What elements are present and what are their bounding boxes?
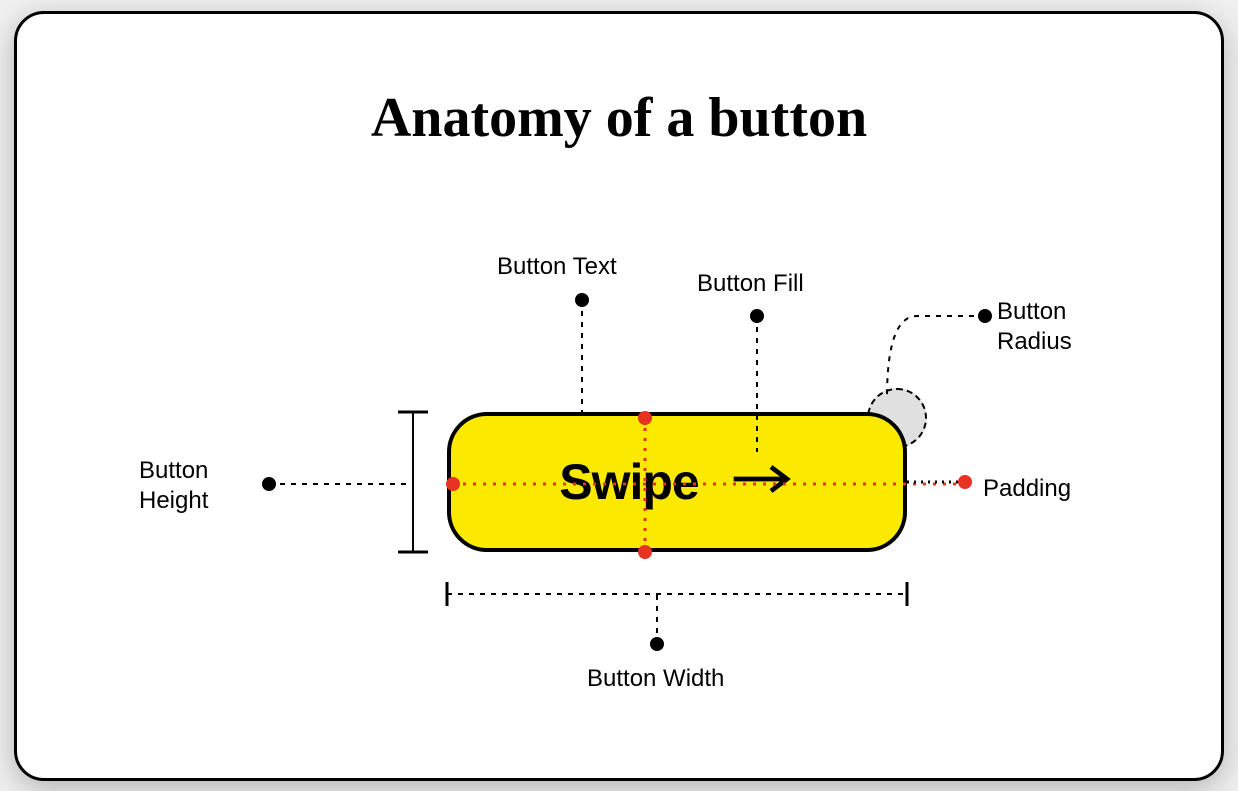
- label-button-height: ButtonHeight: [139, 456, 208, 516]
- label-button-fill: Button Fill: [697, 269, 804, 299]
- diagram-title: Anatomy of a button: [17, 86, 1221, 150]
- label-button-text: Button Text: [497, 252, 617, 282]
- example-button-label: Swipe: [559, 453, 698, 511]
- label-button-width: Button Width: [587, 664, 724, 694]
- label-button-height-text: ButtonHeight: [139, 457, 208, 514]
- label-button-radius: ButtonRadius: [997, 297, 1072, 357]
- diagram-card: Anatomy of a button Swipe Button Text Bu…: [14, 11, 1224, 781]
- example-button: Swipe: [447, 412, 907, 552]
- label-padding: Padding: [983, 474, 1071, 504]
- arrow-right-icon: [731, 463, 795, 500]
- label-button-radius-text: ButtonRadius: [997, 298, 1072, 355]
